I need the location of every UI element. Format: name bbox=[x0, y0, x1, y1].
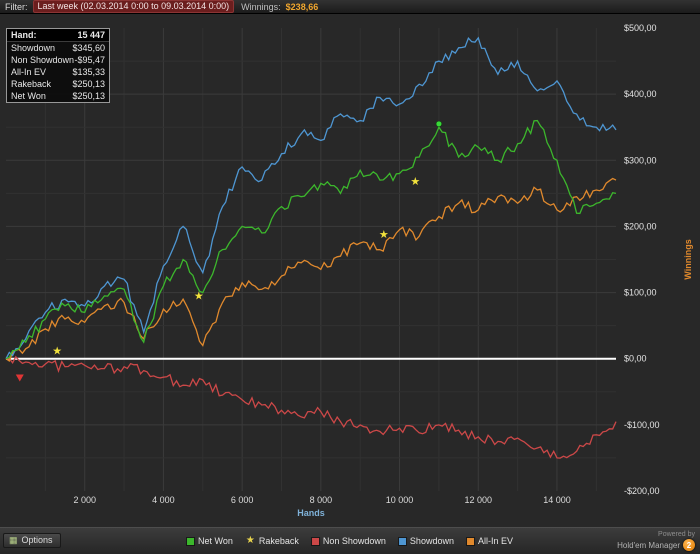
legend-label: All-In EV bbox=[477, 536, 513, 546]
hm2-logo-icon: 2 bbox=[683, 539, 695, 551]
down-arrow-marker-icon bbox=[15, 374, 24, 382]
y-tick-label: $500,00 bbox=[624, 23, 657, 33]
powered-by-text: Powered by bbox=[658, 531, 695, 538]
tooltip-row-value: $345,60 bbox=[72, 43, 105, 53]
x-axis-title: Hands bbox=[297, 508, 325, 518]
grid-icon: ▦ bbox=[9, 534, 18, 545]
y-tick-label: $100,00 bbox=[624, 288, 657, 298]
star-marker-icon: ★ bbox=[379, 229, 389, 241]
point-marker-icon bbox=[435, 120, 442, 127]
x-tick-label: 2 000 bbox=[73, 495, 96, 505]
y-tick-label: $200,00 bbox=[624, 221, 657, 231]
x-tick-label: 14 000 bbox=[543, 495, 571, 505]
tooltip-row: Showdown $345,60 bbox=[7, 42, 109, 54]
series-line-showdown bbox=[5, 36, 617, 360]
tooltip-row-label: Rakeback bbox=[11, 79, 52, 89]
y-tick-label: -$100,00 bbox=[624, 420, 660, 430]
filter-value[interactable]: Last week (02.03.2014 0:00 to 09.03.2014… bbox=[32, 0, 235, 13]
bottom-bar: ▦ Options Net Won ★ Rakeback Non Showdown Sh… bbox=[0, 527, 700, 554]
legend-label: Net Won bbox=[198, 536, 233, 546]
tooltip-row: Hand: 15 447 bbox=[7, 29, 109, 42]
filter-label: Filter: bbox=[5, 1, 28, 12]
tooltip-row-label: Hand: bbox=[11, 30, 37, 40]
legend-item-non-showdown[interactable]: Non Showdown bbox=[311, 536, 386, 546]
tooltip-row-value: $250,13 bbox=[72, 79, 105, 89]
legend-label: Non Showdown bbox=[322, 536, 386, 546]
tooltip-row-label: Net Won bbox=[11, 91, 46, 101]
tooltip-row: Non Showdown -$95,47 bbox=[7, 54, 109, 66]
chart-canvas[interactable]: ★ ★ ★ ★ 2 000 4 000 6 000 8 000 10 000 12 000 14 0… bbox=[0, 14, 700, 527]
tooltip-row: Net Won $250,13 bbox=[7, 90, 109, 102]
legend-swatch-icon: ★ bbox=[245, 535, 255, 546]
legend-swatch-icon bbox=[311, 537, 319, 545]
tooltip-row-label: All-In EV bbox=[11, 67, 47, 77]
star-marker-icon: ★ bbox=[52, 345, 62, 357]
x-tick-label: 8 000 bbox=[310, 495, 333, 505]
powered-by-block: Powered by Hold'em Manager 2 bbox=[617, 530, 695, 551]
legend-label: Showdown bbox=[409, 536, 454, 546]
winnings-label: Winnings: bbox=[241, 1, 281, 12]
legend-swatch-icon bbox=[398, 537, 406, 545]
series-line-non-showdown bbox=[5, 355, 617, 459]
series-legend: Net Won ★ Rakeback Non Showdown Showdown All-… bbox=[187, 536, 513, 546]
legend-item-showdown[interactable]: Showdown bbox=[398, 536, 454, 546]
star-marker-icon: ★ bbox=[410, 176, 420, 188]
options-button[interactable]: ▦ Options bbox=[3, 533, 61, 548]
tooltip-row-value: 15 447 bbox=[77, 30, 105, 40]
legend-item-rakeback[interactable]: ★ Rakeback bbox=[245, 535, 299, 547]
series-line-net-won bbox=[5, 119, 617, 360]
brand-name: Hold'em Manager bbox=[617, 540, 680, 550]
tooltip-row-value: -$95,47 bbox=[74, 55, 105, 65]
star-marker-icon: ★ bbox=[194, 290, 204, 302]
tooltip-row-label: Showdown bbox=[11, 43, 56, 53]
tooltip-row: Rakeback $250,13 bbox=[7, 78, 109, 90]
y-tick-label: -$200,00 bbox=[624, 486, 660, 496]
options-button-label: Options bbox=[21, 535, 53, 545]
hover-tooltip: Hand: 15 447 Showdown $345,60 Non Showdown -$… bbox=[6, 28, 110, 103]
filter-bar: Filter: Last week (02.03.2014 0:00 to 09… bbox=[0, 0, 700, 14]
legend-label: Rakeback bbox=[258, 536, 299, 546]
x-tick-label: 12 000 bbox=[464, 495, 492, 505]
tooltip-row-value: $135,33 bbox=[72, 67, 105, 77]
legend-swatch-icon bbox=[187, 537, 195, 545]
y-axis-title: Winnings bbox=[683, 239, 693, 279]
winnings-graph[interactable]: ★ ★ ★ ★ 2 000 4 000 6 000 8 000 10 000 12 000 14 0… bbox=[0, 14, 700, 527]
winnings-value: $238,66 bbox=[285, 1, 319, 12]
x-tick-label: 4 000 bbox=[152, 495, 175, 505]
tooltip-row-label: Non Showdown bbox=[11, 55, 75, 65]
y-tick-label: $0,00 bbox=[624, 354, 647, 364]
legend-swatch-icon bbox=[466, 537, 474, 545]
x-tick-label: 10 000 bbox=[386, 495, 414, 505]
y-tick-label: $400,00 bbox=[624, 89, 657, 99]
x-tick-label: 6 000 bbox=[231, 495, 254, 505]
series-line-all-in-ev bbox=[5, 177, 617, 363]
legend-item-net-won[interactable]: Net Won bbox=[187, 536, 233, 546]
tooltip-row-value: $250,13 bbox=[72, 91, 105, 101]
legend-item-all-in-ev[interactable]: All-In EV bbox=[466, 536, 513, 546]
y-tick-label: $300,00 bbox=[624, 155, 657, 165]
tooltip-row: All-In EV $135,33 bbox=[7, 66, 109, 78]
